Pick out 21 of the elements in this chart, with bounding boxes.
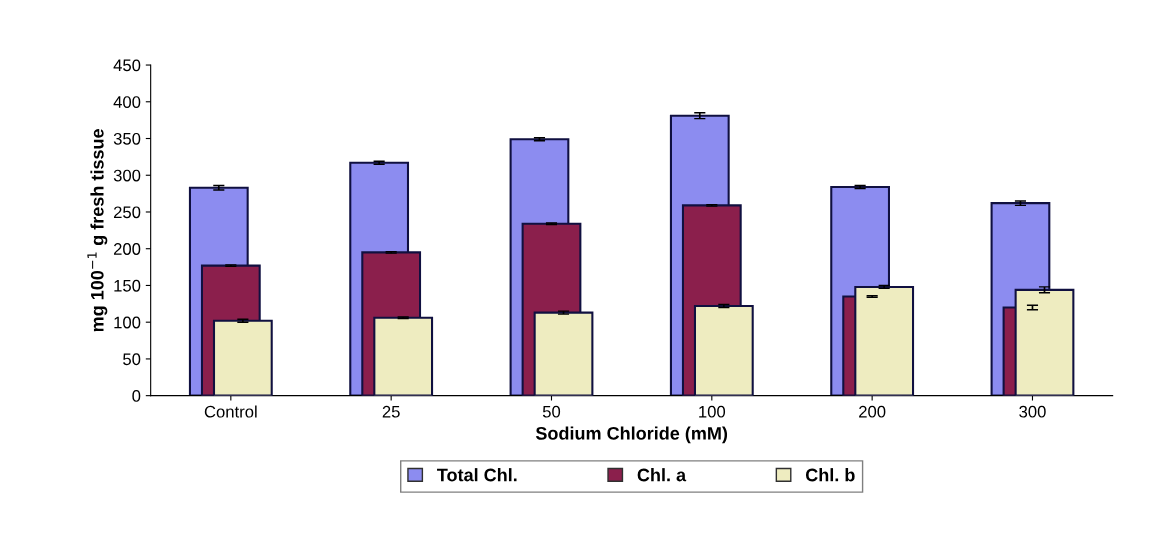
x-tick-label: 300 [1019,405,1046,418]
y-tick-label: 150 [114,279,141,292]
x-tick-label: Control [204,405,257,418]
y-tick-label: 400 [113,96,141,108]
y-tick-label: 250 [113,206,141,219]
legend-label: Total Chl. [437,468,517,482]
x-axis-title: Sodium Chloride (mM) [535,426,728,444]
x-tick-label: 200 [859,405,886,418]
y-tick-label: 350 [113,132,141,145]
y-tick-label: 450 [113,59,141,72]
x-tick-label: 100 [699,405,726,418]
legend-label: Chl. a [637,468,687,482]
y-tick-label: 50 [123,353,141,366]
y-tick-label: 200 [113,243,141,255]
y-tick-label: 300 [113,169,141,182]
x-tick-label: 50 [542,405,561,418]
x-tick-label: 25 [382,405,400,418]
y-tick-label: 0 [132,390,141,402]
y-tick-label: 100 [114,316,141,329]
legend-label: Chl. b [805,468,855,482]
y-axis-title: mg 100$^{−1}$ g fresh tissue [87,129,108,332]
